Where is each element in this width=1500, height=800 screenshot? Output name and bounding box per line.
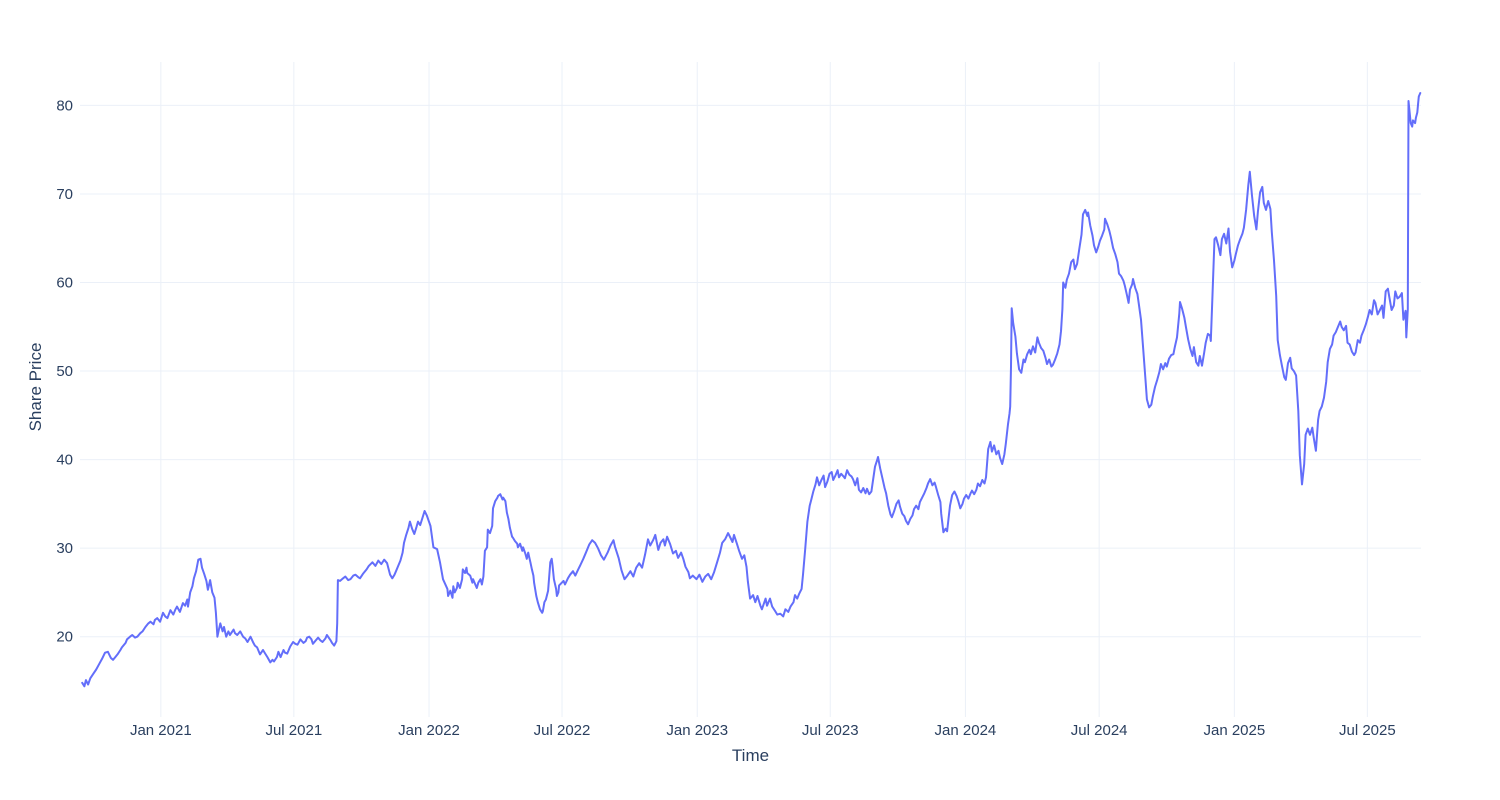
x-tick-label: Jul 2021 bbox=[265, 722, 322, 739]
x-tick-label: Jul 2023 bbox=[802, 722, 859, 739]
y-tick-label: 80 bbox=[56, 97, 73, 114]
y-tick-label: 30 bbox=[56, 540, 73, 557]
y-tick-label: 50 bbox=[56, 363, 73, 380]
x-tick-label: Jan 2025 bbox=[1203, 722, 1265, 739]
share-price-line bbox=[81, 92, 1422, 688]
y-tick-label: 60 bbox=[56, 275, 73, 292]
y-axis-title: Share Price bbox=[26, 342, 45, 432]
x-tick-label: Jul 2022 bbox=[534, 722, 591, 739]
x-tick-label: Jan 2021 bbox=[130, 722, 192, 739]
x-tick-label: Jan 2022 bbox=[398, 722, 460, 739]
x-tick-label: Jul 2024 bbox=[1071, 722, 1128, 739]
y-tick-label: 40 bbox=[56, 452, 73, 469]
x-tick-label: Jul 2025 bbox=[1339, 722, 1396, 739]
x-tick-label: Jan 2024 bbox=[935, 722, 997, 739]
y-tick-label: 20 bbox=[56, 629, 73, 646]
x-axis-title: Time bbox=[731, 746, 770, 765]
plot-area[interactable] bbox=[80, 62, 1421, 712]
y-tick-label: 70 bbox=[56, 186, 73, 203]
x-tick-label: Jan 2023 bbox=[666, 722, 728, 739]
